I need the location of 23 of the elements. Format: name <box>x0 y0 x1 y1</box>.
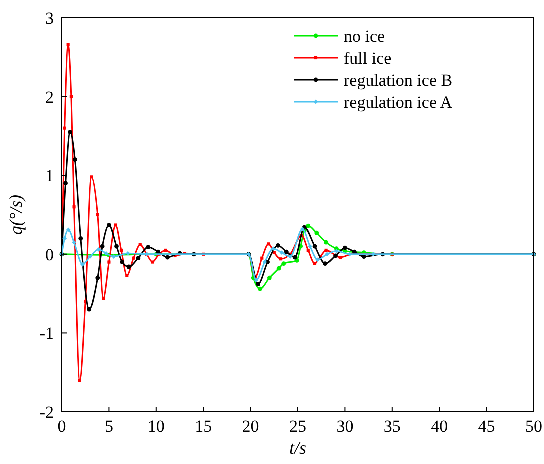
x-tick-label: 5 <box>104 417 114 436</box>
x-tick-label: 30 <box>336 417 354 436</box>
x-tick-label: 25 <box>290 417 306 436</box>
y-tick-label: -1 <box>40 324 54 344</box>
y-tick-label: 1 <box>46 166 54 186</box>
x-tick-label: 45 <box>478 417 496 436</box>
x-tick-label: 40 <box>431 417 448 436</box>
legend-label: regulation ice B <box>344 71 453 90</box>
legend-label: regulation ice A <box>344 93 454 112</box>
x-axis-title: t/s <box>289 438 307 458</box>
x-tick-label: 15 <box>195 417 212 436</box>
x-tick-label: 20 <box>242 417 260 436</box>
y-axis-title: q(°/s) <box>6 194 26 236</box>
x-tick-label: 35 <box>384 417 401 436</box>
x-tick-label: 0 <box>58 417 66 436</box>
y-tick-label: 0 <box>46 245 54 264</box>
y-tick-label: 2 <box>46 88 54 107</box>
legend-label: no ice <box>344 27 386 46</box>
x-tick-label: 50 <box>526 417 542 436</box>
legend-label: full ice <box>344 49 392 68</box>
y-tick-label: -2 <box>40 403 54 422</box>
y-tick-label: 3 <box>46 9 54 28</box>
x-tick-label: 10 <box>148 417 165 436</box>
